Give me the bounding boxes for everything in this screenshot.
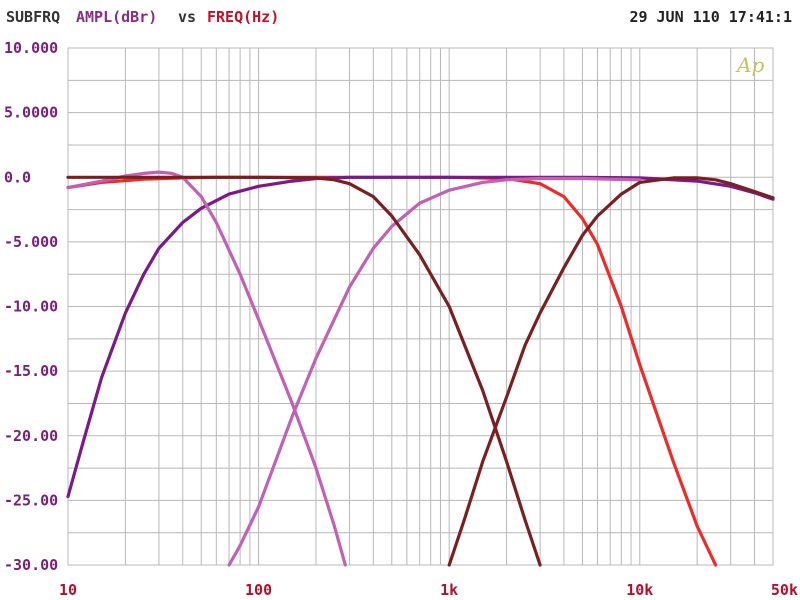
y-tick-label: 0.0	[4, 168, 31, 186]
ap-logo: Ap	[735, 53, 764, 77]
y-tick-label: -25.00	[4, 491, 58, 509]
y-tick-label: -10.00	[4, 298, 58, 316]
header-vs: vs	[178, 8, 196, 26]
series-group	[66, 170, 775, 567]
x-tick-label: 10k	[626, 581, 653, 599]
y-tick-labels: 10.000 5.0000 0.0 -5.000 -10.00 -15.00 -20.00 -…	[4, 39, 58, 574]
grid	[67, 47, 774, 566]
y-tick-label: -15.00	[4, 362, 58, 380]
y-tick-label: -20.00	[4, 427, 58, 445]
y-axis-title: AMPL(dBr)	[76, 8, 157, 26]
x-tick-label: 10	[59, 581, 77, 599]
y-tick-label: 10.000	[4, 39, 58, 57]
x-tick-label: 1k	[440, 581, 458, 599]
y-tick-label: -5.000	[4, 233, 58, 251]
chart-header: SUBFRQ AMPL(dBr) vs FREQ(Hz) 29 JUN 110 …	[6, 8, 792, 26]
series-line-3	[66, 170, 347, 567]
header-prefix: SUBFRQ	[6, 8, 60, 26]
series-line-4	[227, 176, 642, 567]
timestamp: 29 JUN 110 17:41:1	[629, 8, 792, 26]
series-line-2	[66, 175, 775, 499]
x-tick-label: 50k	[771, 581, 798, 599]
y-tick-label: 5.0000	[4, 104, 58, 122]
x-tick-label: 100	[245, 581, 272, 599]
x-tick-labels: 10 100 1k 10k 50k	[59, 581, 798, 599]
series-line-5	[66, 175, 542, 567]
x-axis-title: FREQ(Hz)	[207, 8, 279, 26]
series-line-6	[447, 176, 775, 567]
y-tick-label: -30.00	[4, 556, 58, 574]
